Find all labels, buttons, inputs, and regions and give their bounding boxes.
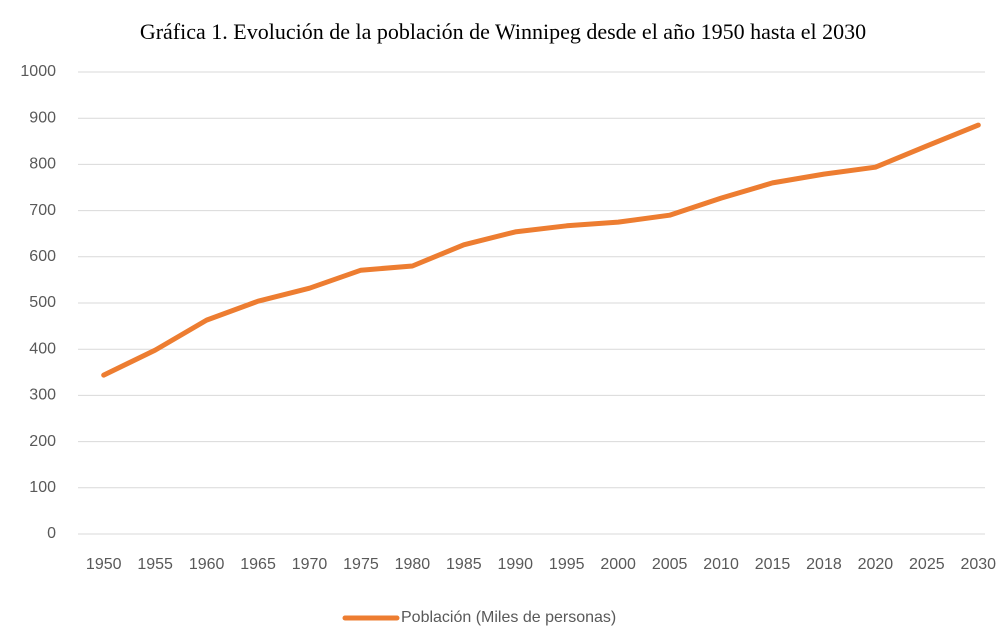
x-tick-label: 2018 — [806, 556, 842, 573]
y-tick-label: 500 — [29, 294, 56, 311]
y-tick-label: 700 — [29, 202, 56, 219]
x-tick-label: 1950 — [86, 556, 122, 573]
x-tick-label: 1965 — [240, 556, 276, 573]
x-tick-label: 1980 — [395, 556, 431, 573]
x-tick-label: 1990 — [497, 556, 533, 573]
legend-label: Población (Miles de personas) — [401, 609, 616, 626]
x-tick-label: 2020 — [858, 556, 894, 573]
x-tick-label: 2005 — [652, 556, 688, 573]
x-tick-label: 1985 — [446, 556, 482, 573]
y-tick-label: 800 — [29, 156, 56, 173]
y-tick-label: 100 — [29, 479, 56, 496]
y-tick-label: 300 — [29, 387, 56, 404]
x-tick-label: 2015 — [755, 556, 791, 573]
x-tick-label: 1995 — [549, 556, 585, 573]
x-tick-label: 2025 — [909, 556, 945, 573]
x-tick-label: 1955 — [137, 556, 173, 573]
y-tick-label: 1000 — [20, 63, 56, 80]
data-line — [101, 122, 981, 378]
x-tick-label: 2030 — [960, 556, 996, 573]
x-tick-label: 2000 — [600, 556, 636, 573]
y-tick-label: 600 — [29, 248, 56, 265]
x-tick-label: 1970 — [292, 556, 328, 573]
chart-title: Gráfica 1. Evolución de la población de … — [140, 19, 866, 44]
x-tick-label: 1960 — [189, 556, 225, 573]
y-tick-label: 0 — [47, 525, 56, 542]
y-tick-label: 400 — [29, 340, 56, 357]
x-tick-label: 1975 — [343, 556, 379, 573]
y-tick-label: 200 — [29, 433, 56, 450]
y-tick-label: 900 — [29, 109, 56, 126]
x-tick-label: 2010 — [703, 556, 739, 573]
